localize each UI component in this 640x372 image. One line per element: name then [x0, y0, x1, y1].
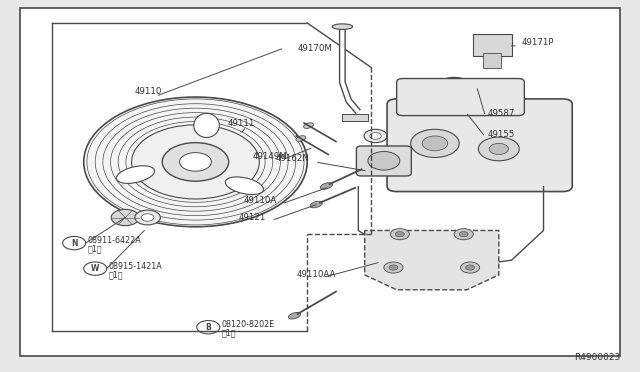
Text: R4900023: R4900023: [574, 353, 620, 362]
Circle shape: [368, 151, 400, 170]
Circle shape: [84, 262, 107, 275]
Circle shape: [389, 265, 398, 270]
Circle shape: [445, 82, 464, 93]
Text: 49110A: 49110A: [243, 196, 276, 205]
Circle shape: [460, 232, 468, 237]
Ellipse shape: [296, 136, 306, 141]
Circle shape: [111, 209, 140, 226]
Circle shape: [196, 321, 220, 334]
Circle shape: [489, 143, 508, 154]
Circle shape: [466, 265, 474, 270]
Text: 49111: 49111: [227, 119, 255, 128]
FancyBboxPatch shape: [387, 99, 572, 192]
Circle shape: [132, 125, 259, 199]
Ellipse shape: [194, 113, 220, 138]
Circle shape: [390, 229, 410, 240]
FancyBboxPatch shape: [473, 34, 511, 56]
Circle shape: [135, 210, 161, 225]
Circle shape: [384, 262, 403, 273]
Circle shape: [163, 142, 228, 181]
Text: 49587: 49587: [488, 109, 515, 118]
Polygon shape: [342, 114, 368, 121]
Circle shape: [179, 153, 211, 171]
Circle shape: [364, 129, 387, 142]
Ellipse shape: [310, 201, 323, 208]
Polygon shape: [365, 231, 499, 290]
FancyBboxPatch shape: [483, 52, 501, 68]
Ellipse shape: [320, 183, 333, 189]
Text: 49110AA: 49110AA: [297, 270, 337, 279]
Circle shape: [411, 129, 460, 157]
Text: 08911-6422A: 08911-6422A: [88, 236, 141, 245]
Text: 49149M: 49149M: [253, 152, 288, 161]
Circle shape: [434, 102, 462, 118]
Text: N: N: [71, 238, 77, 248]
FancyBboxPatch shape: [397, 78, 524, 116]
Text: 49155: 49155: [488, 130, 515, 139]
Ellipse shape: [303, 123, 314, 128]
Text: 49110: 49110: [135, 87, 162, 96]
Text: （1）: （1）: [88, 245, 102, 254]
Ellipse shape: [332, 24, 353, 29]
Circle shape: [441, 106, 455, 114]
Ellipse shape: [289, 312, 301, 319]
Text: （1）: （1）: [109, 270, 123, 279]
Circle shape: [396, 232, 404, 237]
Text: W: W: [91, 264, 99, 273]
Circle shape: [63, 236, 86, 250]
Circle shape: [436, 77, 472, 98]
Circle shape: [370, 133, 381, 139]
Text: 49170M: 49170M: [298, 44, 333, 53]
Text: 49162N: 49162N: [275, 154, 309, 163]
Text: 08120-8202E: 08120-8202E: [221, 320, 275, 329]
Text: B: B: [205, 323, 211, 332]
Circle shape: [478, 137, 519, 161]
Circle shape: [461, 262, 479, 273]
Text: （1）: （1）: [221, 328, 236, 337]
Circle shape: [454, 229, 473, 240]
Circle shape: [422, 136, 448, 151]
Circle shape: [84, 97, 307, 227]
Text: 08915-1421A: 08915-1421A: [109, 262, 163, 271]
Ellipse shape: [225, 177, 264, 195]
Ellipse shape: [116, 166, 154, 183]
FancyBboxPatch shape: [356, 146, 412, 176]
Text: 49171P: 49171P: [521, 38, 554, 47]
Circle shape: [141, 214, 154, 221]
Text: 49121: 49121: [239, 213, 266, 222]
